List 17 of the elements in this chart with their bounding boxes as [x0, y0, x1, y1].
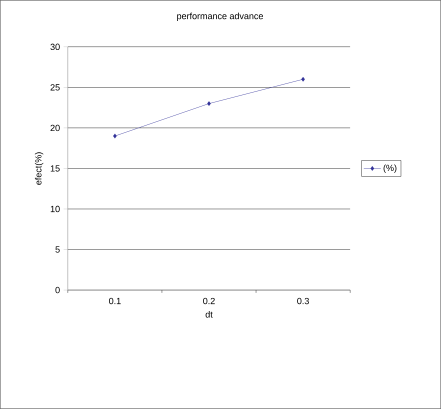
x-tick-label: 0.3 — [297, 298, 309, 304]
point — [207, 101, 211, 106]
legend-label: (%) — [384, 164, 396, 173]
y-tick-label: 25 — [50, 84, 60, 91]
x-tick-label: 0.2 — [203, 298, 215, 304]
x-axis-title: dt — [206, 311, 213, 318]
chart-title: performance advance — [177, 12, 263, 22]
y-tick-label: 20 — [50, 124, 60, 132]
y-tick-label: 10 — [50, 206, 60, 212]
y-tick-label: 15 — [50, 165, 60, 172]
point — [113, 134, 117, 138]
y-axis-title: efect(%) — [34, 152, 44, 185]
y-tick-label: 30 — [50, 44, 60, 50]
point — [301, 76, 305, 82]
y-tick-label: 0 — [55, 286, 60, 294]
x-tick-label: 0.1 — [109, 298, 121, 304]
y-tick-label: 5 — [55, 246, 60, 253]
